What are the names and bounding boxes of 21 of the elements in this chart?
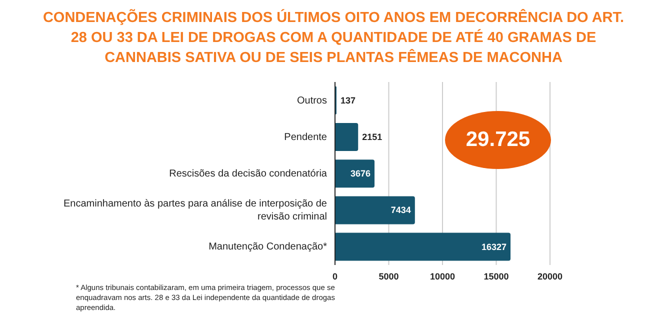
bar [335,196,415,224]
bar [335,232,511,261]
data-label: 16327 [481,242,507,252]
bar [335,122,358,151]
x-tick-label: 15000 [484,271,509,282]
y-tick-label: Encaminhamento às partes para análise de interposição de revisão criminal [64,198,328,222]
y-tick-label: Outros [296,94,327,106]
oval-badge: 29.725 [445,111,551,169]
y-tick-label: Manutenção Condenação* [208,241,328,252]
data-label: 7434 [390,205,411,216]
data-label: 3676 [350,168,371,179]
x-tick-label: 0 [332,271,338,282]
y-tick-label: Rescisões da decisão condenatória [169,168,328,179]
data-label: 137 [340,95,356,106]
bar [335,160,375,188]
x-tick-label: 5000 [378,271,399,282]
data-label: 2151 [362,132,382,142]
chart-title: CONDENAÇÕES CRIMINAIS DOS ÚLTIMOS OITO ANOS EM DECORRÊNCIA DO ART. 28 OU 33 DA LEI DE DROGAS COM A QUANTIDADE DE ATÉ 40 GRAMAS DE CANNABIS SATIVA OU DE SEIS PLANTAS FÊMEAS DE MACONHA [42,8,626,68]
x-tick-label: 20000 [537,271,563,282]
x-tick-label: 10000 [430,271,456,282]
y-tick-label: Pendente [284,131,328,142]
